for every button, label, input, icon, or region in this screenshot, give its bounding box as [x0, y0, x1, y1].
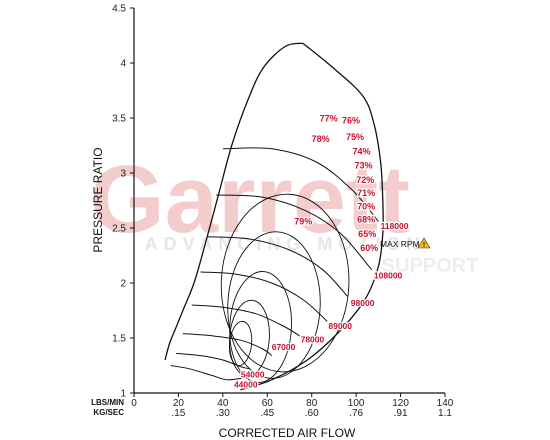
max-rpm-label: MAX RPM: [380, 239, 420, 249]
speed-line: [182, 333, 273, 357]
x-tick-label-lbs: 0: [131, 398, 137, 409]
y-tick-label: 1.5: [112, 334, 126, 345]
x-tick-label-kg: .76: [349, 408, 363, 419]
x-tick-label-kg: .15: [171, 408, 185, 419]
x-tick-label-kg: 1.1: [438, 408, 452, 419]
x-tick-label-lbs: 60: [262, 398, 274, 409]
speed-line: [207, 236, 348, 297]
efficiency-label: 75%: [346, 132, 364, 142]
efficiency-label: 78%: [312, 134, 330, 144]
efficiency-island: [227, 231, 321, 379]
speed-label: 78000: [301, 334, 325, 344]
efficiency-label: 71%: [357, 188, 375, 198]
efficiency-label: 79%: [294, 217, 312, 227]
speed-line: [176, 352, 250, 370]
choke-line: [240, 42, 384, 391]
x-tick-label-kg: .91: [394, 408, 408, 419]
y-tick-label: 2.5: [112, 224, 126, 235]
x-tick-label-kg: .30: [216, 408, 230, 419]
y-axis-ticks: 1 1.5 2 2.5 3 3.5 4 4.5: [112, 4, 134, 400]
x-tick-label-kg: .45: [260, 408, 274, 419]
x-tick-label-lbs: 80: [306, 398, 318, 409]
y-tick-label: 1: [120, 389, 126, 400]
x-tick-label-kg: .60: [305, 408, 319, 419]
surge-line: [164, 42, 303, 361]
map-boundary: [164, 42, 384, 391]
x-tick-label-lbs: 20: [173, 398, 185, 409]
y-tick-label: 3: [120, 169, 126, 180]
efficiency-label: 74%: [352, 146, 370, 156]
watermark: Garrett ADVANCING MOTION SUPPORT: [90, 146, 478, 277]
speed-line: [170, 365, 246, 381]
speed-line: [200, 271, 328, 322]
speed-label: 89000: [328, 321, 352, 331]
y-tick-label: 4.5: [112, 4, 126, 15]
efficiency-label: 65%: [358, 229, 376, 239]
efficiency-label: 72%: [356, 175, 374, 185]
warning-icon-mark: !: [423, 242, 425, 249]
efficiency-label: 73%: [354, 161, 372, 171]
x-tick-label-lbs: 100: [348, 398, 365, 409]
efficiency-label: 77%: [320, 113, 338, 123]
y-tick-label: 2: [120, 279, 126, 290]
speed-label: 44000: [234, 380, 258, 390]
max-rpm-marker: MAX RPM !: [380, 237, 431, 249]
speed-line: [222, 147, 379, 222]
x-row-label-lbs: LBS/MIN: [91, 398, 124, 407]
watermark-line: ADVANCING MOTION: [145, 234, 426, 254]
x-tick-label-lbs: 140: [437, 398, 454, 409]
y-axis-title: PRESSURE RATIO: [91, 147, 105, 252]
speed-line: [216, 194, 373, 271]
speed-label: 67000: [272, 342, 296, 352]
efficiency-label: 68%: [357, 215, 375, 225]
x-row-label-kg: KG/SEC: [93, 408, 124, 417]
watermark-sub: SUPPORT: [382, 255, 479, 277]
efficiency-label: 70%: [357, 201, 375, 211]
speed-label: 118000: [381, 221, 409, 231]
warning-icon: [417, 237, 431, 249]
watermark-brand: Garrett: [90, 146, 410, 253]
x-axis-title: CORRECTED AIR FLOW: [219, 426, 356, 440]
speed-label: 108000: [374, 271, 403, 281]
x-tick-label-lbs: 40: [217, 398, 229, 409]
efficiency-labels: 77% 76% 75% 78% 74% 73% 72% 71% 70% 68% 79% 65% 60%: [293, 112, 379, 254]
speed-line: [191, 304, 304, 339]
efficiency-label: 76%: [342, 116, 360, 126]
speed-lines: [170, 147, 379, 381]
speed-label: 54000: [241, 370, 265, 380]
x-tick-label-lbs: 120: [392, 398, 409, 409]
y-tick-label: 4: [120, 59, 126, 70]
efficiency-label: 60%: [360, 243, 378, 253]
y-tick-label: 3.5: [112, 114, 126, 125]
speed-label: 98000: [351, 298, 375, 308]
efficiency-island: [229, 271, 292, 383]
efficiency-island: [220, 193, 350, 373]
